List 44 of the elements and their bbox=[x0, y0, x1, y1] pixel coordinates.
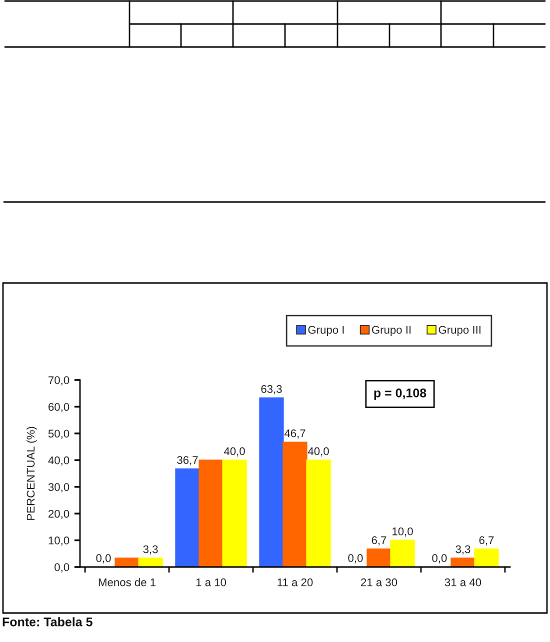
annotation: p = 0,108 bbox=[374, 388, 426, 400]
x-tick-label: 21 a 30 bbox=[361, 578, 398, 586]
source-note: Fonte: Tabela 5 bbox=[2, 617, 92, 626]
data-label: 0,0 bbox=[96, 554, 111, 564]
data-label: 63,3 bbox=[261, 385, 282, 394]
data-label: 0,0 bbox=[348, 554, 363, 564]
bar bbox=[222, 460, 247, 567]
y-tick-label: 70,0 bbox=[48, 376, 70, 386]
y-tick-label: 60,0 bbox=[48, 402, 70, 412]
bar bbox=[474, 548, 499, 567]
legend-label: Grupo III bbox=[438, 326, 480, 336]
data-label: 40,0 bbox=[224, 447, 245, 456]
bar bbox=[450, 558, 476, 567]
data-label: 6,7 bbox=[479, 536, 494, 546]
bar bbox=[114, 558, 140, 567]
data-label: 3,3 bbox=[456, 545, 470, 555]
x-tick-label: Menos de 1 bbox=[98, 578, 156, 586]
bar bbox=[282, 442, 308, 567]
bar bbox=[198, 460, 224, 567]
legend-label: Grupo I bbox=[308, 326, 344, 336]
y-tick-label: 40,0 bbox=[48, 456, 70, 466]
x-tick-label: 11 a 20 bbox=[278, 578, 313, 586]
data-label: 10,0 bbox=[392, 527, 413, 537]
y-tick-label: 0,0 bbox=[54, 563, 70, 572]
bar bbox=[175, 468, 200, 567]
bar bbox=[138, 558, 163, 567]
bar bbox=[366, 548, 392, 567]
data-label: 3,3 bbox=[143, 545, 158, 555]
y-tick-label: 50,0 bbox=[48, 430, 70, 439]
data-label: 46,7 bbox=[284, 429, 306, 439]
data-label: 0,0 bbox=[432, 554, 447, 564]
y-axis-title: PERCENTUAL (%) bbox=[26, 426, 37, 520]
data-label: 6,7 bbox=[372, 536, 386, 546]
y-tick-label: 30,0 bbox=[48, 483, 70, 492]
y-tick-label: 10,0 bbox=[48, 536, 70, 546]
bar bbox=[390, 540, 415, 567]
data-label: 36,7 bbox=[177, 456, 198, 466]
x-tick-label: 1 a 10 bbox=[196, 578, 226, 586]
y-tick-label: 20,0 bbox=[48, 510, 70, 520]
x-tick-label: 31 a 40 bbox=[444, 578, 482, 586]
bar bbox=[306, 460, 331, 567]
data-label: 40,0 bbox=[308, 447, 329, 456]
legend-label: Grupo II bbox=[372, 326, 411, 336]
bar bbox=[259, 397, 284, 567]
